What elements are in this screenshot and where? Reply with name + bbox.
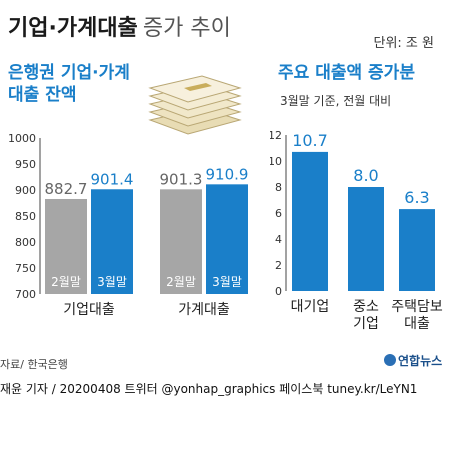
y-tick-label: 850 bbox=[15, 210, 36, 223]
bar-series-label: 2월말 bbox=[51, 275, 81, 289]
x-category-label: 대기업 bbox=[291, 299, 330, 315]
right-panel-subtitle: 3월말 기준, 전월 대비 bbox=[280, 94, 392, 108]
bar-주택담보 대출 bbox=[399, 209, 435, 291]
y-tick-label: 950 bbox=[15, 158, 36, 171]
left-panel-title-line1: 은행권 기업·가계 bbox=[8, 63, 130, 83]
left-panel-title: 은행권 기업·가계 대출 잔액 bbox=[8, 62, 130, 106]
bar-기업대출-3월말 bbox=[91, 189, 133, 294]
bar-가계대출-2월말 bbox=[160, 189, 202, 294]
logo-icon bbox=[384, 354, 396, 366]
data-label: 910.9 bbox=[206, 165, 249, 183]
bar-중소 기업 bbox=[348, 187, 384, 291]
money-stack-icon bbox=[148, 75, 242, 135]
y-tick-label: 8 bbox=[275, 181, 282, 194]
unit-label: 단위: 조 원 bbox=[373, 36, 435, 51]
x-category-label: 주택담보 bbox=[391, 299, 443, 315]
source-label: 자료/ 한국은행 bbox=[0, 358, 68, 371]
title-strong: 기업·가계대출 bbox=[8, 16, 138, 41]
bar-series-label: 2월말 bbox=[166, 275, 196, 289]
logo: 연합뉴스 bbox=[384, 352, 442, 369]
y-tick-label: 1000 bbox=[8, 132, 36, 145]
y-tick-label: 0 bbox=[275, 285, 282, 298]
y-tick-label: 800 bbox=[15, 236, 36, 249]
bar-series-label: 3월말 bbox=[97, 275, 127, 289]
data-label: 10.7 bbox=[292, 131, 328, 150]
left-bar-chart: 700 750 800 850 900 950 1000 882.7 2월말 901.4 3월말기업… bbox=[8, 132, 249, 318]
y-tick-label: 700 bbox=[15, 288, 36, 301]
y-tick-label: 750 bbox=[15, 262, 36, 275]
data-label: 882.7 bbox=[45, 180, 88, 198]
left-panel-title-line2: 대출 잔액 bbox=[8, 85, 77, 105]
x-category-label: 기업대출 bbox=[63, 302, 115, 318]
x-category-label: 중소 bbox=[353, 299, 379, 315]
logo-text: 연합뉴스 bbox=[398, 354, 443, 368]
data-label: 6.3 bbox=[404, 188, 429, 207]
y-tick-label: 12 bbox=[270, 129, 282, 142]
credit-line: 재윤 기자 / 20200408 트위터 @yonhap_graphics 페이… bbox=[0, 382, 418, 396]
x-category-label: 가계대출 bbox=[178, 302, 230, 318]
x-category-label: 기업 bbox=[353, 316, 379, 332]
bar-series-label: 3월말 bbox=[212, 275, 242, 289]
bar-가계대출-3월말 bbox=[206, 184, 248, 294]
data-label: 8.0 bbox=[353, 166, 378, 185]
title-light: 증가 추이 bbox=[142, 16, 231, 41]
x-category-label: 대출 bbox=[404, 316, 430, 332]
y-tick-label: 6 bbox=[275, 207, 282, 220]
data-label: 901.3 bbox=[160, 170, 203, 188]
page-title: 기업·가계대출 증가 추이 bbox=[8, 10, 231, 42]
y-tick-label: 4 bbox=[275, 233, 282, 246]
y-tick-label: 10 bbox=[270, 155, 282, 168]
bar-대기업 bbox=[292, 151, 328, 291]
y-tick-label: 2 bbox=[275, 259, 282, 272]
bar-기업대출-2월말 bbox=[45, 198, 87, 294]
y-tick-label: 900 bbox=[15, 184, 36, 197]
right-panel-title: 주요 대출액 증가분 bbox=[278, 63, 415, 83]
data-label: 901.4 bbox=[91, 170, 134, 188]
